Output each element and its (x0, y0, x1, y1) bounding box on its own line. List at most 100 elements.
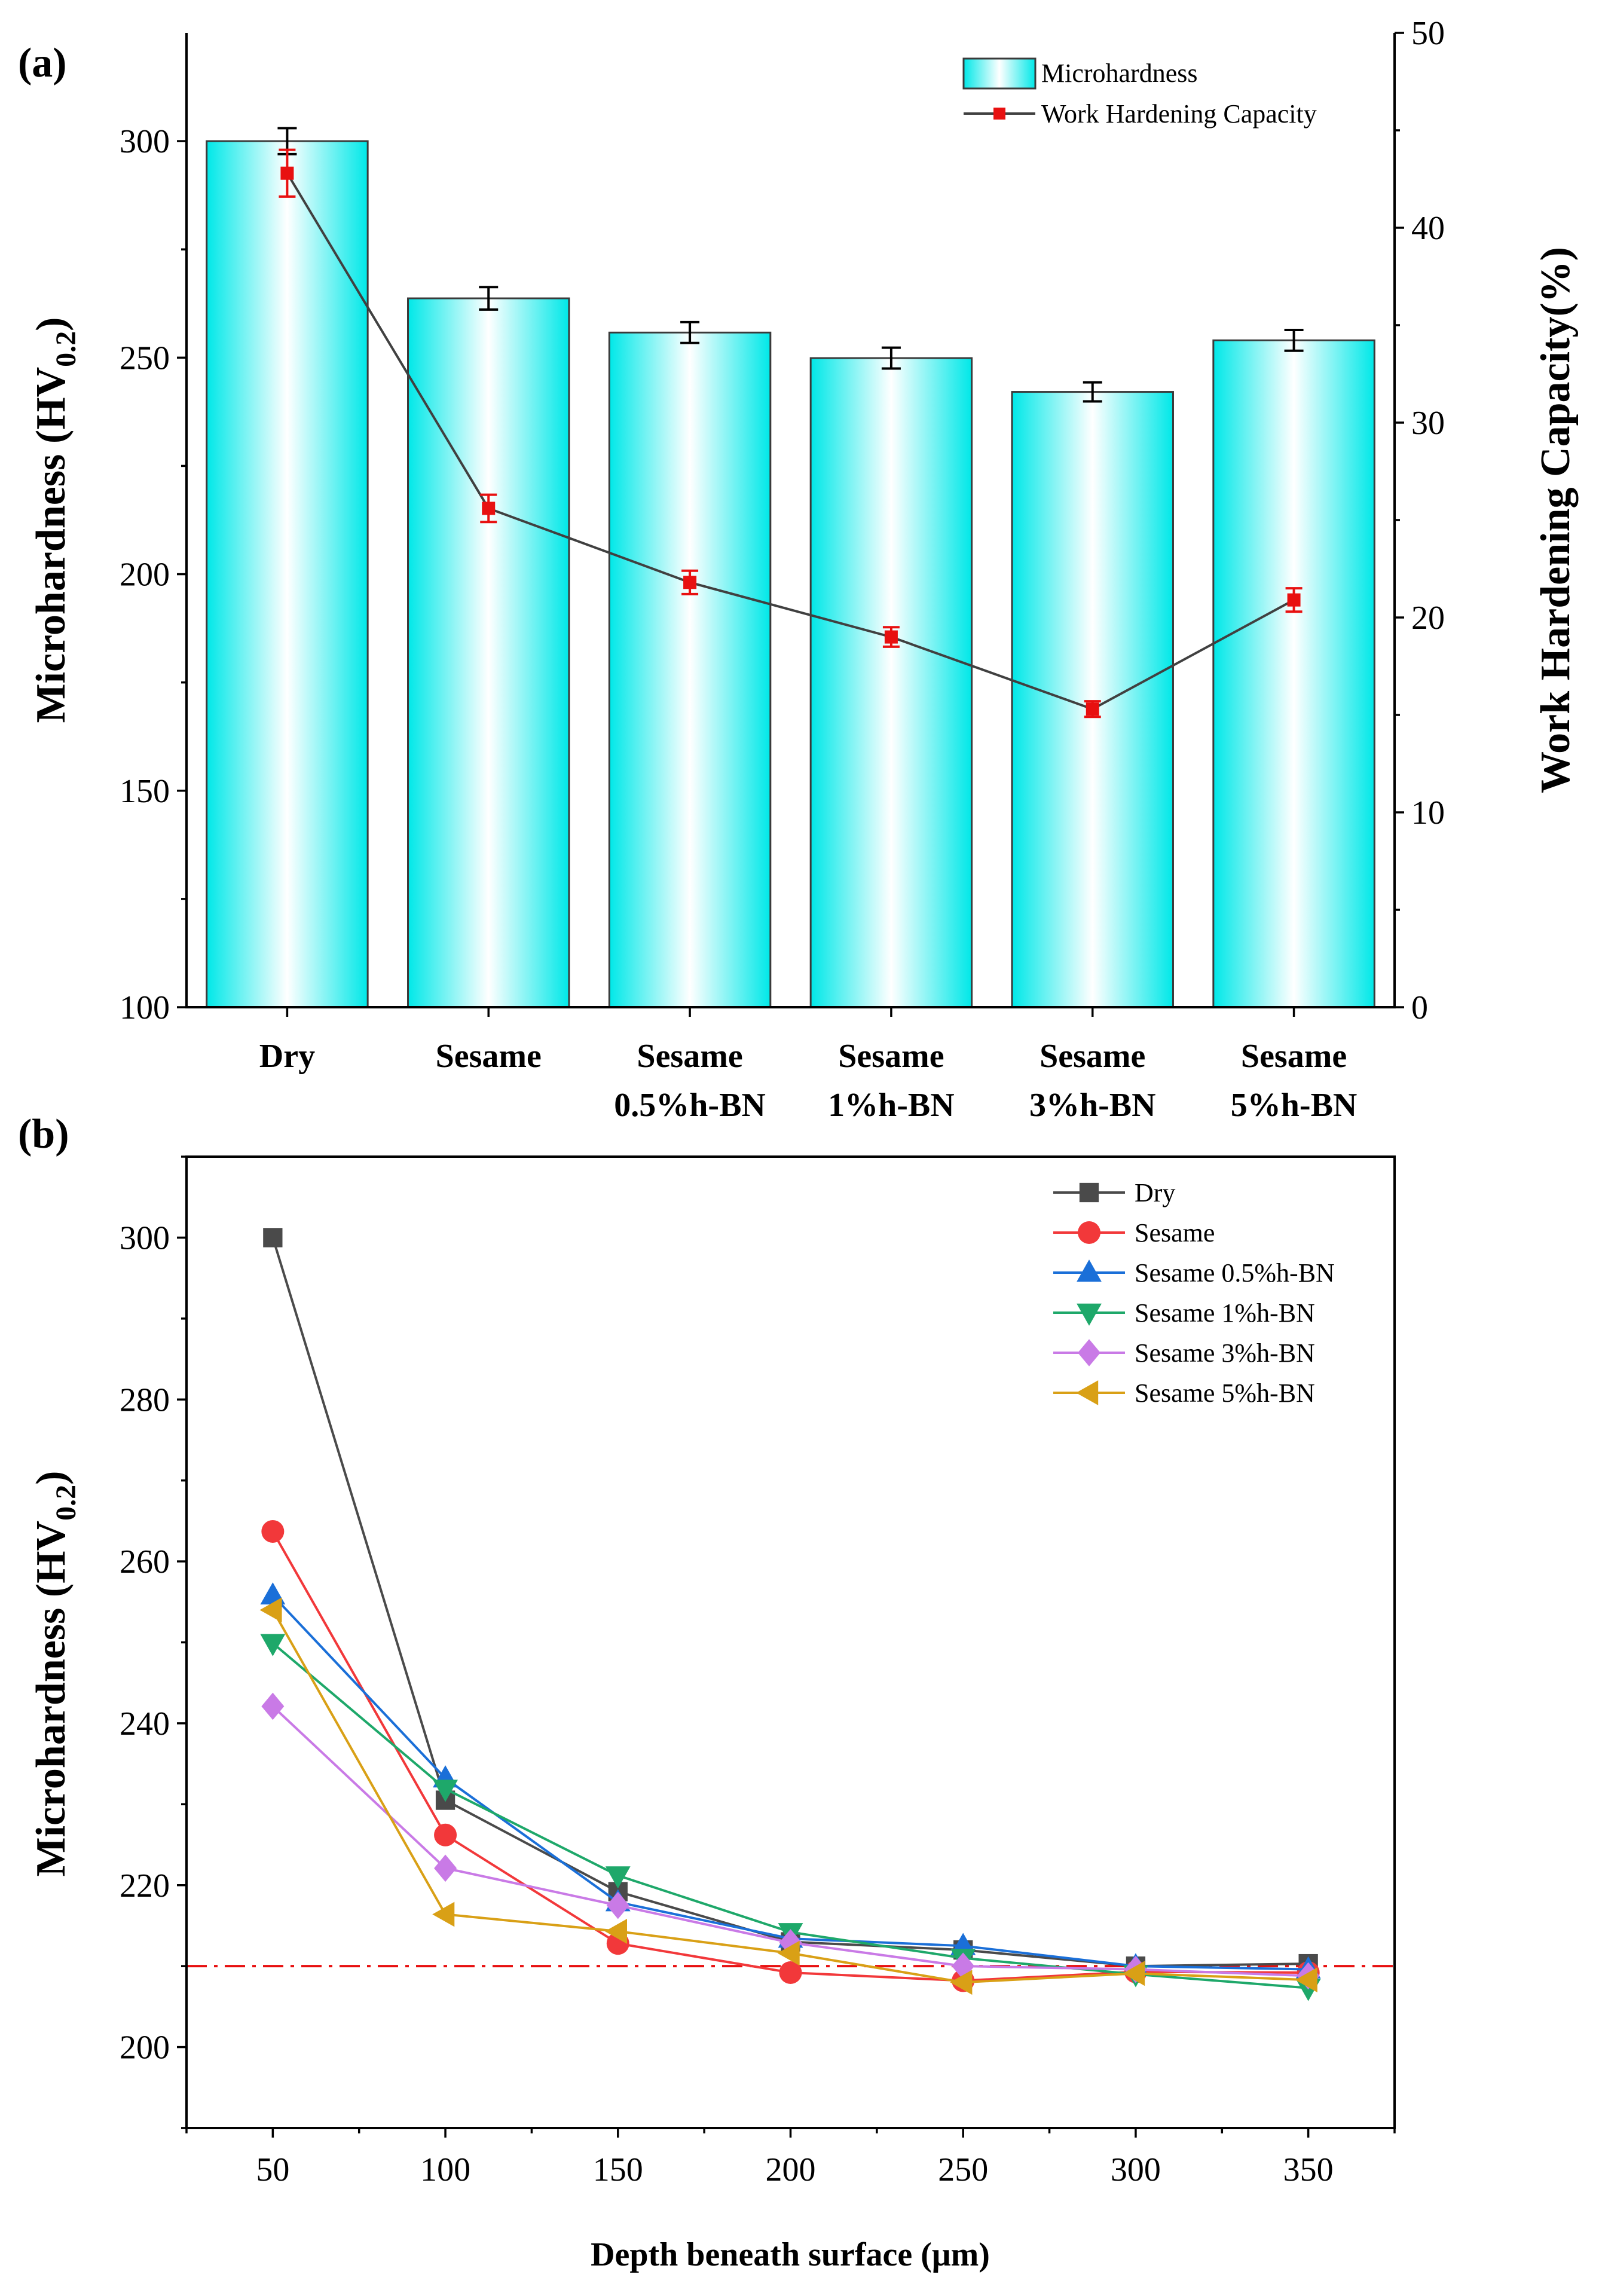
errorbar-microhardness-5 (1284, 328, 1304, 352)
legend-label-4: Sesame 3%h-BN (1135, 1338, 1315, 1368)
series-line-1 (271, 1530, 1308, 1982)
b-xtick-label-50: 50 (256, 2151, 289, 2188)
point-2-0 (260, 1582, 286, 1605)
line-work-hardening (286, 172, 1295, 711)
series-1 (261, 1520, 1320, 1992)
point-1-0 (261, 1520, 285, 1543)
legend-item-3: Sesame 1%h-BN (1053, 1298, 1315, 1328)
marker-work-hardening-5 (1287, 593, 1301, 607)
a-y2tick-label-0: 0 (1411, 989, 1428, 1026)
marker-work-hardening-1 (482, 502, 496, 515)
legend-label-work-hardening: Work Hardening Capacity (1041, 99, 1317, 129)
legend-marker-0 (1079, 1182, 1099, 1203)
b-ytick-label-300: 300 (120, 1219, 170, 1256)
point-5-3 (777, 1940, 800, 1966)
panel-b-y-ticks: 200 220 240 260 280 300 (120, 1155, 187, 2129)
point-5-1 (432, 1901, 455, 1927)
legend-item-1: Sesame (1053, 1218, 1215, 1248)
legend-swatch-microhardness (962, 57, 1037, 90)
legend-label-5: Sesame 5%h-BN (1135, 1378, 1315, 1408)
bar-microhardness-4 (1011, 391, 1174, 1008)
point-4-0 (261, 1692, 285, 1720)
panel-b-plot-area (187, 1228, 1395, 2001)
point-5-4 (950, 1970, 973, 1995)
legend-item-4: Sesame 3%h-BN (1053, 1338, 1315, 1368)
legend-label-1: Sesame (1135, 1218, 1215, 1248)
series-4 (261, 1692, 1320, 1990)
point-4-3 (779, 1929, 802, 1956)
panel-a-plot-area (206, 127, 1375, 1008)
panel-a-label: (a) (18, 40, 67, 86)
a-ytick-label-200: 200 (120, 557, 170, 594)
panel-b-label: (b) (18, 1111, 69, 1157)
point-5-6 (1295, 1967, 1317, 1993)
a-y2tick-label-40: 40 (1411, 210, 1445, 247)
b-ytick-label-240: 240 (120, 1705, 170, 1742)
panel-a-legend: Microhardness Work Hardening Capacity (962, 57, 1317, 129)
b-xtick-label-100: 100 (420, 2151, 470, 2188)
panel-a-y-ticks: 100 150 200 250 300 (120, 123, 187, 1026)
errorbar-microhardness-3 (881, 346, 901, 370)
panel-a-y2-axis-title: Work Hardening Capacity(%) (1533, 247, 1579, 793)
legend-label-0: Dry (1135, 1178, 1175, 1207)
legend-item-microhardness: Microhardness (962, 57, 1198, 90)
panel-b-x-ticks: 50 100 150 200 250 300 350 (185, 2128, 1396, 2188)
marker-work-hardening-2 (683, 576, 697, 589)
legend-label-microhardness: Microhardness (1041, 59, 1198, 88)
b-xtick-label-200: 200 (766, 2151, 816, 2188)
category-label-4-1: 3%h-BN (1029, 1087, 1156, 1124)
category-label-2-1: 0.5%h-BN (614, 1087, 766, 1124)
legend-marker-5 (1076, 1380, 1099, 1405)
legend-item-work-hardening: Work Hardening Capacity (964, 99, 1317, 129)
point-1-3 (779, 1961, 802, 1984)
legend-item-0: Dry (1053, 1178, 1175, 1207)
category-label-5-0: Sesame (1241, 1038, 1347, 1075)
point-4-1 (434, 1854, 457, 1882)
bar-microhardness-2 (608, 331, 772, 1008)
category-label-0-0: Dry (259, 1038, 315, 1075)
b-xtick-label-150: 150 (593, 2151, 643, 2188)
marker-work-hardening-3 (884, 630, 898, 644)
series-5 (259, 1597, 1317, 1995)
point-3-1 (433, 1780, 458, 1802)
legend-label-2: Sesame 0.5%h-BN (1135, 1258, 1335, 1288)
legend-marker-4 (1078, 1339, 1100, 1366)
series-line-2 (271, 1594, 1308, 1971)
a-y2tick-label-30: 30 (1411, 405, 1445, 442)
errorbar-microhardness-1 (479, 286, 499, 311)
bar-microhardness-0 (206, 140, 369, 1008)
panel-a-y-axis-title: Microhardness (HV0.2) (28, 317, 82, 723)
category-label-3-0: Sesame (838, 1038, 944, 1075)
point-5-2 (604, 1919, 627, 1944)
category-label-4-0: Sesame (1039, 1038, 1145, 1075)
point-5-0 (259, 1597, 282, 1623)
category-label-1-0: Sesame (436, 1038, 542, 1075)
panel-b: (b) 200 220 240 260 280 300 50 100 150 200 250 300… (18, 1111, 1396, 2273)
legend-label-3: Sesame 1%h-BN (1135, 1298, 1315, 1328)
b-ytick-label-220: 220 (120, 1867, 170, 1904)
panel-a-category-labels: Dry Sesame Sesame 0.5%h-BN Sesame 1%h-BN Sesam… (259, 1007, 1358, 1124)
panel-b-y-axis-title: Microhardness (HV0.2) (28, 1471, 82, 1877)
bar-microhardness-3 (809, 357, 973, 1008)
series-2 (260, 1582, 1321, 1979)
panel-a: (a) 100 150 200 250 300 0 10 20 30 40 50 Dry Sesam… (18, 15, 1579, 1124)
legend-marker-3 (1077, 1303, 1102, 1326)
point-3-2 (605, 1866, 631, 1889)
b-ytick-label-200: 200 (120, 2029, 170, 2066)
errorbar-microhardness-4 (1083, 381, 1102, 403)
a-ytick-label-150: 150 (120, 773, 170, 810)
category-label-5-1: 5%h-BN (1231, 1087, 1358, 1124)
a-y2tick-label-10: 10 (1411, 794, 1445, 831)
a-ytick-label-300: 300 (120, 123, 170, 160)
a-y2tick-label-50: 50 (1411, 15, 1445, 52)
a-ytick-label-100: 100 (120, 989, 170, 1026)
b-xtick-label-350: 350 (1283, 2151, 1334, 2188)
panel-a-y2-ticks: 0 10 20 30 40 50 (1395, 15, 1445, 1026)
b-ytick-label-260: 260 (120, 1543, 170, 1580)
b-ytick-label-280: 280 (120, 1381, 170, 1418)
panel-b-legend: Dry Sesame Sesame 0.5%h-BN Sesame 1%h-BN Ses… (1053, 1178, 1335, 1408)
point-0-0 (263, 1228, 283, 1248)
marker-work-hardening-0 (280, 166, 294, 180)
legend-marker-1 (1078, 1221, 1100, 1244)
